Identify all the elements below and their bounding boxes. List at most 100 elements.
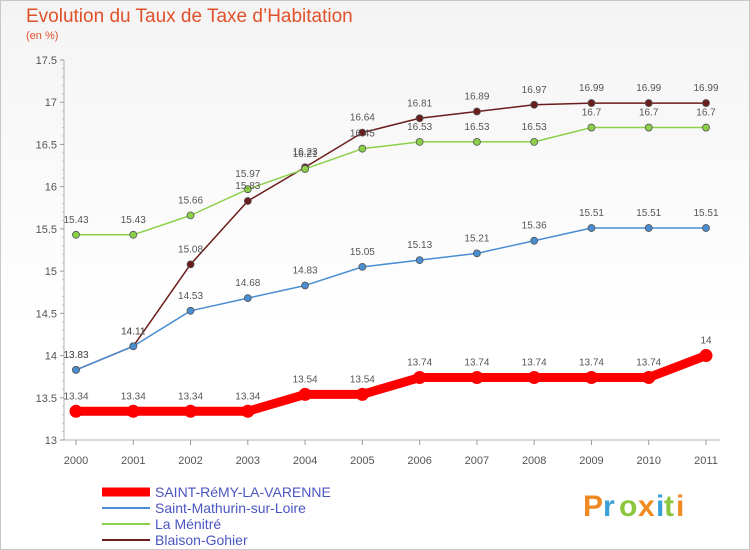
logo-letter: i — [656, 490, 664, 523]
data-label: 16.45 — [350, 129, 375, 140]
data-point — [473, 249, 481, 258]
data-point — [72, 366, 80, 374]
data-label: 13.74 — [522, 358, 547, 369]
data-label: 15.36 — [522, 221, 547, 232]
legend-label: Saint-Mathurin-sur-Loire — [155, 500, 306, 516]
data-point — [126, 404, 140, 418]
data-point — [527, 371, 541, 385]
logo-letter: x — [638, 490, 655, 523]
data-point — [72, 230, 80, 239]
series-line — [71, 351, 711, 416]
data-point — [415, 138, 424, 146]
series-line — [75, 227, 707, 371]
x-tick-label: 2007 — [465, 455, 489, 467]
data-label: 13.54 — [293, 374, 318, 385]
logo-letter: o — [619, 490, 637, 523]
data-label: 16.64 — [350, 113, 375, 124]
data-point — [358, 128, 367, 137]
data-point — [530, 236, 539, 245]
data-point — [644, 224, 653, 232]
data-label: 13.74 — [579, 358, 604, 369]
data-point — [358, 262, 367, 271]
x-tick-label: 2009 — [579, 455, 603, 467]
data-point — [186, 211, 195, 220]
data-point — [470, 371, 484, 385]
data-label: 13.34 — [63, 391, 88, 402]
data-point — [702, 99, 710, 107]
data-label: 13.74 — [464, 358, 489, 369]
x-tick-label: 2005 — [350, 455, 374, 467]
legend: SAINT-RéMY-LA-VARENNESaint-Mathurin-sur-… — [102, 484, 331, 548]
data-label: 14.11 — [121, 326, 146, 337]
data-point — [642, 371, 656, 385]
data-point — [358, 144, 367, 153]
data-label: 13.74 — [407, 358, 432, 369]
data-label: 16.53 — [464, 122, 489, 133]
data-point — [587, 99, 596, 107]
data-label: 14.11 — [121, 326, 146, 337]
data-label: 16.7 — [696, 108, 716, 119]
data-label: 15.13 — [407, 240, 432, 251]
data-label: 16.53 — [407, 122, 432, 133]
data-point — [355, 387, 369, 401]
y-tick-label: 17 — [45, 97, 57, 109]
data-point — [644, 123, 653, 132]
data-label: 16.81 — [407, 98, 432, 109]
data-label: 15.05 — [350, 247, 375, 258]
data-label: 15.51 — [636, 208, 661, 219]
legend-label: SAINT-RéMY-LA-VARENNE — [155, 484, 331, 500]
y-tick-label: 16 — [45, 182, 57, 194]
data-point — [699, 349, 713, 363]
data-label: 16.99 — [693, 83, 718, 94]
data-point — [415, 114, 424, 123]
data-label: 13.83 — [63, 350, 88, 361]
data-label: 16.23 — [293, 147, 318, 158]
data-point — [243, 294, 252, 303]
x-tick-label: 2008 — [522, 455, 546, 467]
data-label: 13.83 — [63, 350, 88, 361]
legend-label: La Ménitré — [155, 516, 221, 532]
data-label: 16.97 — [522, 85, 547, 96]
series-lines — [69, 99, 713, 418]
x-tick-label: 2001 — [121, 455, 145, 467]
data-label: 15.08 — [178, 244, 203, 255]
data-point — [184, 404, 198, 418]
data-point — [301, 281, 309, 290]
data-point — [702, 224, 710, 232]
series-line — [75, 126, 707, 236]
data-label: 13.74 — [636, 358, 661, 369]
legend-label: Blaison-Gohier — [155, 532, 248, 548]
data-point — [473, 107, 481, 116]
data-label: 15.66 — [178, 195, 203, 206]
y-tick-label: 17.5 — [36, 55, 57, 67]
data-label: 14.83 — [293, 265, 318, 276]
logo-letter: i — [676, 490, 684, 523]
y-tick-label: 14 — [45, 351, 57, 363]
data-label: 14.68 — [235, 278, 260, 289]
y-tick-label: 13 — [45, 435, 57, 447]
data-point — [473, 138, 481, 146]
y-tick-label: 15.5 — [36, 224, 57, 236]
x-tick-label: 2010 — [636, 455, 660, 467]
data-point — [298, 387, 312, 401]
data-label: 15.21 — [464, 233, 489, 244]
x-tick-label: 2011 — [694, 455, 718, 467]
data-label: 15.51 — [693, 208, 718, 219]
data-point — [301, 165, 309, 173]
data-label: 15.97 — [235, 169, 260, 180]
data-label: 16.7 — [639, 108, 659, 119]
y-tick-label: 13.5 — [36, 393, 57, 405]
data-label: 16.99 — [579, 83, 604, 94]
data-label: 15.83 — [235, 181, 260, 192]
data-label: 13.34 — [121, 391, 146, 402]
data-label: 16.53 — [522, 122, 547, 133]
y-tick-label: 15 — [45, 266, 57, 278]
axes: 13 13.5 14 14.5 15 15.5 16 16.5 17 17.5 2000 2001 20… — [36, 55, 720, 467]
data-label: 15.43 — [63, 215, 88, 226]
data-point — [243, 185, 252, 194]
x-tick-label: 2000 — [64, 455, 88, 467]
data-label: 16.7 — [582, 108, 602, 119]
